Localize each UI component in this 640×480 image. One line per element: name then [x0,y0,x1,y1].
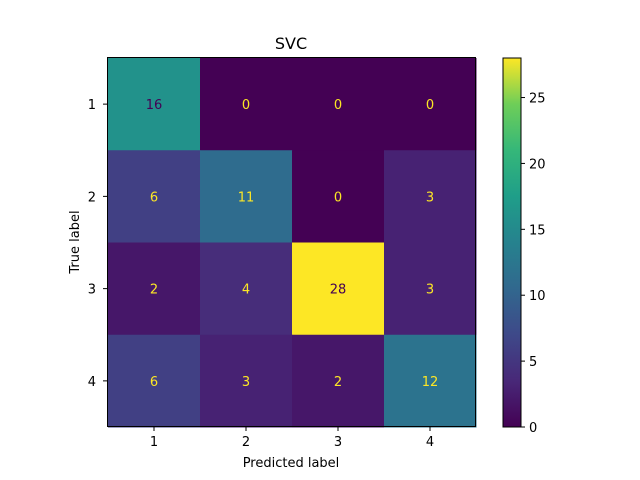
cell-value-label: 3 [242,375,250,390]
cell-value-label: 16 [146,98,163,113]
cell-value-labels: 16 0 0 0 6 11 0 3 2 4 28 3 6 3 2 12 [146,98,439,390]
cell-value-label: 0 [334,190,342,205]
y-tick-label: 3 [88,283,96,298]
cell-value-label: 0 [426,98,434,113]
cell-value-label: 28 [330,283,347,298]
x-tick-label: 4 [426,435,434,450]
cell-value-label: 12 [422,375,439,390]
y-tick-label: 4 [88,375,96,390]
matrix-cell [384,58,477,151]
colorbar-ticks: 0 5 10 15 20 25 [521,92,546,436]
cell-value-label: 4 [242,283,250,298]
matrix-cell [384,150,477,243]
matrix-cell [292,150,385,243]
y-axis-label: True label [68,210,83,274]
cell-value-label: 0 [242,98,250,113]
cell-value-label: 3 [426,283,434,298]
chart-title: SVC [275,34,307,53]
matrix-cell [108,58,201,151]
colorbar-tick-label: 15 [529,223,546,238]
plot-frame [107,57,476,427]
x-tick-label: 2 [242,435,250,450]
matrix-cell [200,334,293,428]
matrix-cell [200,242,293,336]
cell-value-label: 6 [150,375,158,390]
matrix-cell [108,150,201,243]
colorbar-tick-label: 10 [529,289,546,304]
cell-value-label: 3 [426,190,434,205]
colorbar-tick-label: 20 [529,157,546,172]
cell-value-label: 2 [150,283,158,298]
matrix-cell [108,242,201,336]
colorbar-tick-label: 25 [529,92,546,107]
matrix-cell [200,150,293,243]
cell-value-label: 0 [334,98,342,113]
y-tick-label: 1 [88,98,96,113]
matrix-cell [384,334,477,428]
y-axis-ticks: 1 2 3 4 [88,98,107,390]
x-tick-label: 1 [150,435,158,450]
colorbar-tick-label: 5 [529,355,537,370]
cell-value-label: 2 [334,375,342,390]
colorbar [502,57,522,428]
matrix-cell [108,334,201,428]
cell-value-label: 6 [150,190,158,205]
matrix-cell [292,334,385,428]
matrix-cell [200,58,293,151]
colorbar-tick-label: 0 [529,421,537,436]
matrix-cell [292,58,385,151]
x-axis-label: Predicted label [243,456,340,471]
y-tick-label: 2 [88,190,96,205]
matrix-cells [108,58,477,428]
x-axis-ticks: 1 2 3 4 [150,427,434,450]
matrix-cell [292,242,385,336]
cell-value-label: 11 [238,190,255,205]
x-tick-label: 3 [334,435,342,450]
matrix-cell [384,242,477,336]
